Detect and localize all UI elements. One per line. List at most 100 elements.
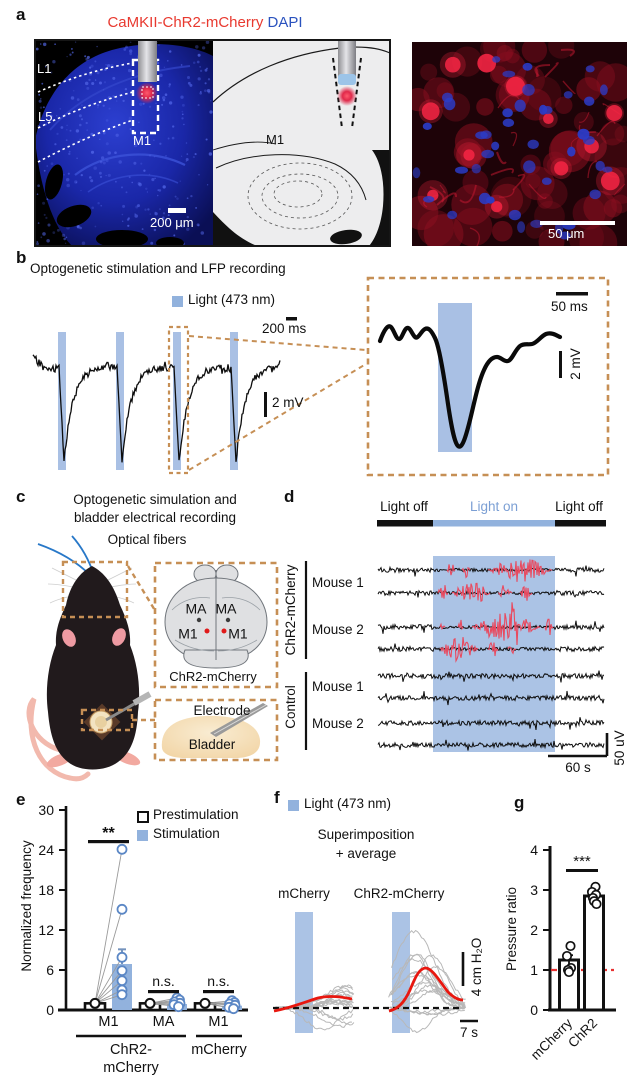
dapi-nucleus <box>514 99 526 112</box>
red-neuropil-blob <box>526 76 562 112</box>
dapi-nucleus-dot <box>133 161 137 165</box>
mcherry-cell-body <box>606 105 623 121</box>
red-process <box>560 48 575 57</box>
dapi-nucleus-dot <box>91 81 95 86</box>
dapi-nucleus-dot <box>42 232 46 236</box>
dapi-nucleus-dot <box>45 123 48 126</box>
dapi-nucleus <box>595 160 605 172</box>
dapi-nucleus <box>492 56 501 63</box>
dapi-nucleus-dot <box>133 143 138 148</box>
red-neuropil-blob <box>576 77 602 102</box>
dapi-nucleus-dot <box>47 223 51 227</box>
red-neuropil-blob <box>420 63 438 81</box>
mcherry-cell-body <box>421 102 440 121</box>
g-category-label: ChR2 <box>565 1016 600 1051</box>
emg-trace <box>377 589 605 598</box>
dapi-nucleus-dot <box>102 161 106 165</box>
dapi-nucleus-dot <box>150 241 154 245</box>
dapi-nucleus-dot <box>162 185 166 189</box>
dapi-nucleus-dot <box>97 106 99 109</box>
dapi-nucleus-dot <box>158 208 161 211</box>
dapi-nucleus-dot <box>153 139 155 142</box>
pressure-trace-gray <box>390 1007 465 1016</box>
label-m1-left: M1 <box>178 625 198 642</box>
dapi-nucleus-dot <box>38 93 41 96</box>
dapi-nucleus-dot <box>74 41 77 43</box>
dapi-nucleus-dot <box>200 91 202 93</box>
dapi-nucleus-dot <box>65 139 68 141</box>
dapi-nucleus-dot <box>206 88 211 93</box>
group-control-label: Control <box>282 685 298 729</box>
dapi-nucleus-dot <box>76 98 80 101</box>
dapi-nucleus-dot <box>46 198 49 200</box>
mcherry-halo <box>595 166 625 196</box>
dapi-nucleus-dot <box>161 103 164 106</box>
dapi-nucleus-dot <box>69 53 72 56</box>
e-stim-point <box>116 989 128 1001</box>
dapi-nucleus-dot <box>99 160 103 164</box>
panel-letter-g: g <box>514 793 525 812</box>
e-tick-label: 0 <box>46 1002 54 1018</box>
dapi-nucleus-dot <box>93 166 97 170</box>
chr2-expression-site <box>136 82 158 104</box>
expression-site-schematic <box>337 86 357 106</box>
mcherry-halo <box>550 157 572 180</box>
light-on-region <box>433 556 555 752</box>
dapi-nucleus-dot <box>84 81 89 86</box>
e-tick-label: 12 <box>38 922 54 938</box>
dapi-nucleus-dot <box>174 195 177 198</box>
dapi-nucleus-dot <box>44 66 47 68</box>
red-process <box>587 160 598 179</box>
dapi-nucleus-dot <box>159 73 163 78</box>
dapi-nucleus-dot <box>176 197 179 200</box>
red-process <box>490 168 514 176</box>
dapi-nucleus-dot <box>180 64 183 66</box>
dapi-nucleus-dot <box>52 231 56 234</box>
e-sig-bracket <box>148 990 179 994</box>
dapi-nucleus-dot <box>154 212 158 216</box>
label-m1-schematic: M1 <box>266 132 285 147</box>
ampscale-50uv: 50 uV <box>611 730 627 766</box>
dapi-nucleus-dot <box>81 241 86 245</box>
emg-trace <box>377 670 604 683</box>
red-neuropil-blob <box>496 45 513 62</box>
dapi-nucleus-dot <box>127 68 132 73</box>
dapi-nucleus-dot <box>122 204 126 208</box>
e-group-label: mCherry <box>191 1042 247 1058</box>
red-process <box>510 131 518 147</box>
dapi-nucleus-dot <box>50 71 53 74</box>
dapi-nucleus <box>502 118 515 128</box>
g-sig-label: *** <box>573 853 591 870</box>
dapi-nucleus-dot <box>157 189 160 192</box>
group-chr2-label: ChR2-mCherry <box>282 564 298 656</box>
red-process <box>562 80 576 94</box>
red-neuropil-blob <box>492 220 513 242</box>
dapi-nucleus-dot <box>186 215 189 219</box>
dapi-nucleus <box>481 149 495 159</box>
dapi-nucleus-dot <box>129 49 133 53</box>
emg-trace <box>377 739 605 751</box>
red-process <box>439 184 446 194</box>
dapi-nucleus-dot <box>36 193 39 195</box>
scalebar-50um-label: 50 μm <box>548 226 585 241</box>
lfp-zoom-inset <box>366 276 610 477</box>
red-neuropil-blob <box>453 207 493 246</box>
dapi-nucleus-dot <box>165 219 168 222</box>
e-category-label: M1 <box>98 1014 118 1030</box>
dapi-nucleus-dot <box>90 64 94 68</box>
dapi-nucleus-dot <box>192 61 196 65</box>
dapi-nucleus-dot <box>186 153 189 155</box>
dapi-nucleus-dot <box>112 95 115 98</box>
prestimulation-label: Prestimulation <box>153 807 239 822</box>
emg-burst-red <box>446 564 456 576</box>
dapi-nucleus-dot <box>66 124 68 127</box>
dapi-nucleus <box>522 62 533 71</box>
lfp-zoom-trace <box>377 324 563 449</box>
red-neuropil-blob <box>600 121 625 146</box>
f-ampscale-label: 4 cm H₂O <box>468 937 484 997</box>
g-tick-label: 2 <box>530 922 538 938</box>
electrode-label: Electrode <box>193 702 251 718</box>
mcherry-cell-body <box>445 56 461 73</box>
dapi-nucleus-dot <box>96 71 100 75</box>
f-light-legend-label: Light (473 nm) <box>304 796 392 811</box>
